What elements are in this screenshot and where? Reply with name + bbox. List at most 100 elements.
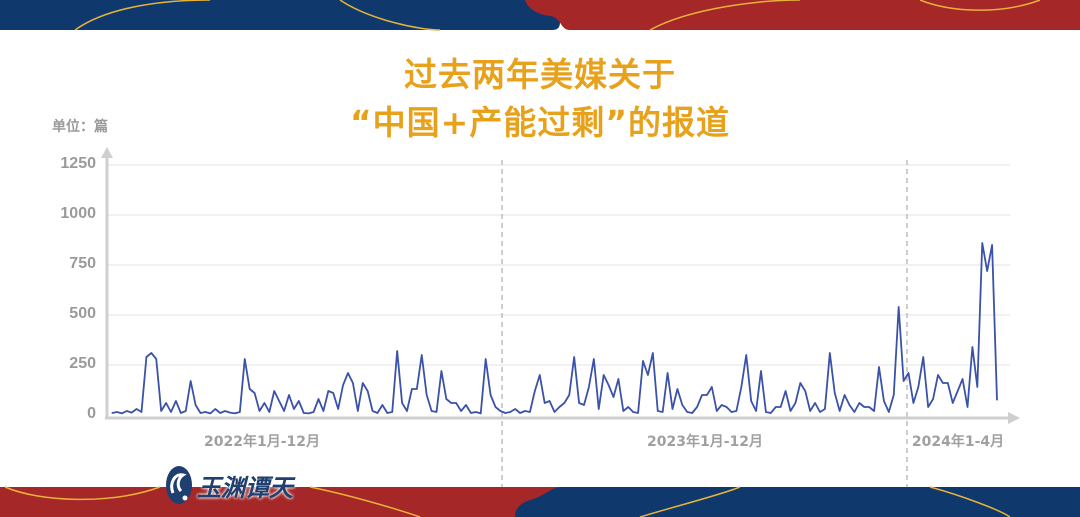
data-point	[381, 404, 384, 406]
data-point	[140, 411, 143, 413]
data-point	[204, 411, 207, 413]
data-point	[647, 374, 649, 376]
data-point	[765, 411, 767, 413]
data-point	[775, 406, 777, 408]
data-point	[494, 406, 497, 408]
data-point	[873, 410, 875, 412]
logo-text: 玉渊谭天	[197, 472, 293, 502]
bottom-band-blue	[515, 487, 1080, 517]
data-point	[539, 374, 541, 376]
data-point	[283, 410, 285, 412]
y-tick-label: 750	[69, 255, 96, 272]
data-point	[450, 402, 452, 404]
data-point	[622, 410, 624, 412]
data-point	[534, 390, 536, 392]
data-point	[573, 356, 575, 358]
data-point	[435, 411, 438, 413]
data-point	[209, 412, 211, 414]
data-point	[190, 380, 192, 382]
data-point	[131, 412, 133, 414]
data-point	[155, 358, 157, 360]
data-point	[598, 408, 600, 410]
data-point	[298, 400, 300, 402]
data-point	[367, 390, 369, 392]
data-point	[839, 410, 841, 412]
y-tick-label: 1250	[60, 155, 96, 172]
data-point	[371, 410, 374, 412]
data-point	[342, 384, 344, 386]
y-tick-label: 500	[69, 305, 96, 322]
data-point	[888, 411, 890, 413]
data-point	[199, 412, 202, 414]
data-point	[632, 411, 634, 413]
data-point	[794, 402, 797, 404]
data-point	[878, 366, 880, 368]
data-point	[460, 410, 462, 412]
data-point	[170, 411, 172, 413]
gold-arc	[649, 0, 801, 31]
y-tick-label: 250	[69, 355, 96, 372]
data-point	[145, 356, 148, 358]
bottom-band-red	[0, 487, 560, 517]
data-point	[893, 394, 895, 396]
data-point	[681, 404, 683, 406]
gold-arc	[639, 486, 741, 517]
data-point	[780, 406, 782, 408]
unit-label: 单位：篇	[52, 119, 108, 135]
data-point	[809, 410, 811, 412]
data-point	[666, 372, 669, 374]
data-point	[725, 406, 728, 408]
data-point	[312, 411, 315, 413]
data-point	[981, 242, 983, 244]
data-point	[986, 270, 988, 272]
data-point	[470, 412, 472, 414]
data-point	[627, 406, 629, 408]
data-point	[927, 406, 929, 408]
data-point	[819, 411, 821, 413]
data-point	[548, 400, 551, 402]
data-point	[721, 404, 723, 406]
data-point	[907, 372, 910, 374]
data-point	[416, 388, 418, 390]
data-point	[642, 360, 644, 362]
data-point	[799, 382, 801, 384]
data-point	[971, 346, 974, 348]
data-point	[745, 354, 747, 356]
data-point	[347, 372, 349, 374]
data-point	[917, 386, 919, 388]
data-point	[430, 410, 433, 412]
data-point	[121, 412, 123, 414]
data-point	[273, 390, 275, 392]
period-label-2022: 2022年1月-12月	[204, 434, 320, 450]
logo-emblem-icon	[166, 466, 192, 504]
data-point	[268, 411, 270, 413]
period-label-2023: 2023年1月-12月	[647, 434, 763, 450]
data-point	[544, 402, 546, 404]
data-point	[175, 400, 177, 402]
data-point	[322, 410, 325, 412]
data-point	[814, 402, 816, 404]
data-point	[657, 410, 659, 412]
data-point	[976, 386, 978, 388]
data-point	[514, 408, 516, 410]
data-point	[711, 386, 713, 388]
gold-arc	[74, 0, 211, 31]
data-point	[662, 411, 664, 413]
data-point	[834, 392, 836, 394]
data-point	[293, 408, 295, 410]
data-point	[770, 412, 772, 414]
data-point	[180, 412, 182, 414]
data-point	[401, 402, 403, 404]
data-point	[583, 404, 585, 406]
logo: 玉渊谭天	[165, 465, 293, 505]
data-point	[362, 382, 364, 384]
data-point	[445, 398, 447, 400]
data-point	[696, 406, 698, 408]
data-point	[116, 411, 118, 413]
data-point	[750, 400, 752, 402]
data-point	[376, 412, 379, 414]
data-point	[676, 388, 679, 390]
data-point	[455, 402, 457, 404]
data-point	[578, 402, 580, 404]
